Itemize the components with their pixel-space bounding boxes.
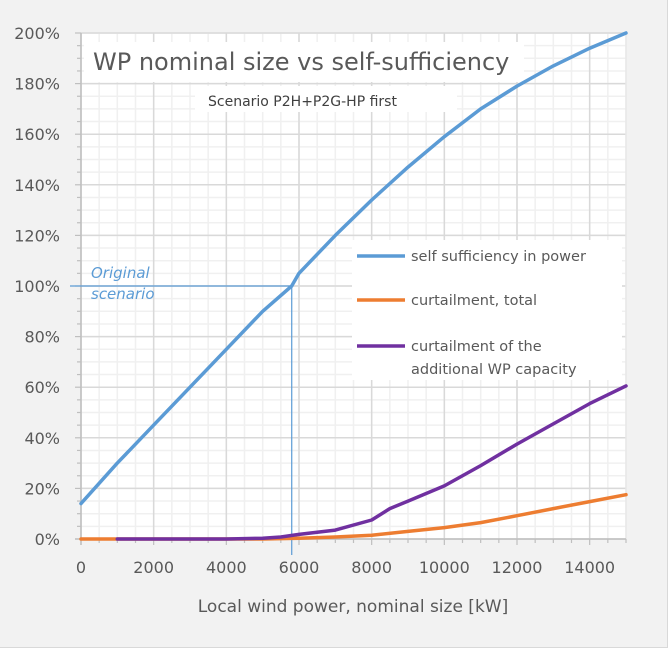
legend-label: curtailment, total (411, 293, 537, 309)
x-tick-label: 14000 (564, 558, 615, 577)
legend: self sufficiency in power curtailment, to… (357, 249, 586, 378)
x-tick-label: 10000 (419, 558, 470, 577)
series-line-2 (115, 384, 628, 541)
annotation-text: Original (91, 264, 151, 282)
y-tick-label: 180% (14, 75, 60, 94)
x-tick-label: 4000 (206, 558, 247, 577)
chart-subtitle: Scenario P2H+P2G-HP first (208, 94, 397, 110)
y-tick-label: 100% (14, 277, 60, 296)
legend-background (352, 240, 622, 380)
y-tick-label: 80% (24, 328, 60, 347)
subtitle-background (195, 86, 457, 112)
y-tick-label: 140% (14, 176, 60, 195)
y-tick-label: 20% (24, 479, 60, 498)
chart-title: WP nominal size vs self-sufficiency (93, 48, 509, 76)
legend-label: self sufficiency in power (411, 249, 586, 265)
x-tick-labels: 0 2000 4000 6000 8000 10000 12000 14000 (76, 558, 615, 577)
y-tick-label: 200% (14, 24, 60, 43)
title-background (84, 42, 524, 82)
x-tick-label: 6000 (279, 558, 320, 577)
annotation-text: scenario (91, 285, 155, 303)
x-axis-title: Local wind power, nominal size [kW] (198, 597, 508, 617)
y-tick-label: 40% (24, 429, 60, 448)
original-scenario-annotation: Original scenario (70, 264, 293, 555)
y-tick-label: 160% (14, 125, 60, 144)
y-tick-label: 120% (14, 226, 60, 245)
y-tick-label: 0% (35, 530, 60, 549)
y-tick-label: 60% (24, 378, 60, 397)
legend-label: additional WP capacity (411, 362, 577, 378)
y-tick-labels: 0% 20% 40% 60% 80% 100% 120% 140% 160% 180% 200% (14, 24, 60, 549)
legend-label: curtailment of the (411, 339, 542, 355)
x-tick-label: 0 (76, 558, 86, 577)
x-tick-label: 2000 (133, 558, 174, 577)
series-lines (79, 31, 628, 541)
series-line-0 (79, 31, 628, 506)
x-tick-label: 12000 (492, 558, 543, 577)
x-tick-label: 8000 (351, 558, 392, 577)
